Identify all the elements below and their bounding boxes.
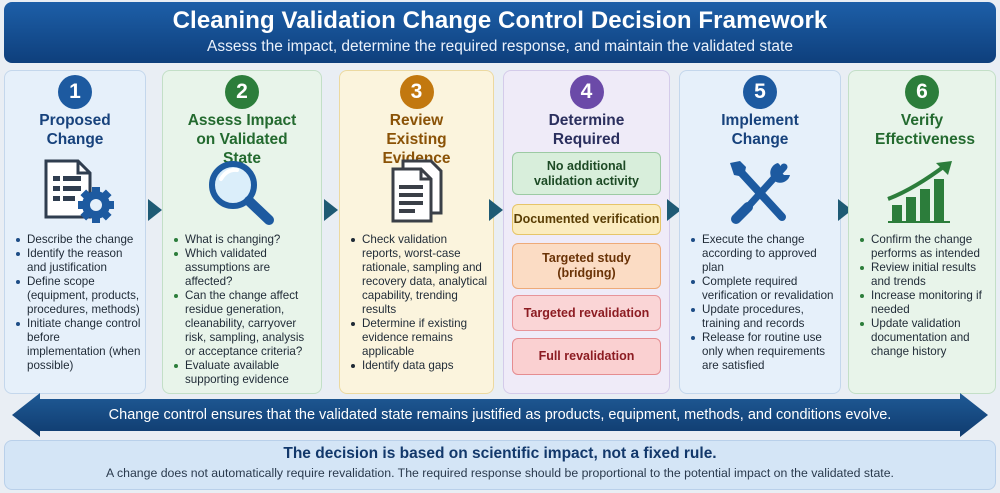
header-banner: Cleaning Validation Change Control Decis…	[4, 2, 996, 63]
document-gear-icon	[44, 159, 114, 223]
list-item: Identify the reason and justification	[15, 247, 141, 275]
step-number: 6	[905, 75, 939, 109]
list-item: Identify data gaps	[350, 359, 489, 373]
documents-icon	[391, 159, 442, 223]
chevron-right-icon	[667, 199, 681, 221]
list-item: Describe the change	[15, 233, 141, 247]
step-title: Verify Effectiveness	[875, 112, 975, 148]
page-subtitle: Assess the impact, determine the require…	[207, 38, 793, 55]
list-item: Can the change affect residue generation…	[173, 289, 317, 359]
double-arrow-band	[12, 393, 988, 437]
chevron-right-icon	[838, 199, 852, 221]
response-option-none: No additional validation activity	[512, 152, 661, 195]
list-item: Check validation reports, worst-case rat…	[350, 233, 489, 317]
list-item: Complete required verification or revali…	[690, 275, 836, 303]
list-item: What is changing?	[173, 233, 317, 247]
list-item: Define scope (equipment, products, proce…	[15, 275, 141, 317]
step-number: 3	[399, 75, 434, 109]
response-option-targeted-study: Targeted study (bridging)	[512, 243, 661, 289]
chevron-right-icon	[324, 199, 338, 221]
step-6-bullets: Confirm the change performs as intended …	[859, 233, 991, 359]
response-option-targeted-revalidation: Targeted revalidation	[512, 295, 661, 331]
page-title: Cleaning Validation Change Control Decis…	[172, 7, 828, 34]
bar-chart-trend-icon	[887, 161, 952, 223]
step-2-card: 2 Assess Impact on Validated State What …	[162, 70, 322, 394]
response-option-full-revalidation: Full revalidation	[512, 338, 661, 375]
step-number: 2	[225, 75, 259, 109]
wrench-screwdriver-icon	[730, 161, 790, 224]
list-item: Increase monitoring if needed	[859, 289, 991, 317]
list-item: Execute the change according to approved…	[690, 233, 836, 275]
step-number: 5	[743, 75, 777, 109]
step-5-card: 5 Implement Change Execute the change ac…	[679, 70, 841, 394]
footer-headline: The decision is based on scientific impa…	[283, 445, 717, 462]
step-1-bullets: Describe the change Identify the reason …	[15, 233, 141, 373]
list-item: Update validation documentation and chan…	[859, 317, 991, 359]
list-item: Confirm the change performs as intended	[859, 233, 991, 261]
footer-text: A change does not automatically require …	[106, 466, 894, 480]
step-3-card: 3 Review Existing Evidence Check validat…	[339, 70, 494, 394]
step-5-bullets: Execute the change according to approved…	[690, 233, 836, 373]
chevron-right-icon	[148, 199, 162, 221]
step-number: 1	[58, 75, 92, 109]
step-3-bullets: Check validation reports, worst-case rat…	[350, 233, 489, 373]
list-item: Update procedures, training and records	[690, 303, 836, 331]
step-number: 4	[569, 75, 604, 109]
list-item: Review initial results and trends	[859, 261, 991, 289]
list-item: Evaluate available supporting evidence	[173, 359, 317, 387]
footer-note: The decision is based on scientific impa…	[4, 440, 996, 490]
step-4-card: 4 Determine Required Response No additio…	[503, 70, 670, 394]
band-statement: Change control ensures that the validate…	[108, 407, 892, 423]
list-item: Which validated assumptions are affected…	[173, 247, 317, 289]
response-option-verification: Documented verification	[512, 204, 661, 235]
list-item: Release for routine use only when requir…	[690, 331, 836, 373]
chevron-right-icon	[489, 199, 503, 221]
step-1-card: 1 Proposed Change Describe the change Id…	[4, 70, 146, 394]
step-title: Implement Change	[721, 112, 799, 148]
magnifier-icon	[209, 161, 274, 225]
step-6-card: 6 Verify Effectiveness Confirm the chang…	[848, 70, 996, 394]
step-2-bullets: What is changing? Which validated assump…	[173, 233, 317, 387]
list-item: Determine if existing evidence remains a…	[350, 317, 489, 359]
list-item: Initiate change control before implement…	[15, 317, 141, 373]
step-title: Proposed Change	[39, 112, 111, 148]
